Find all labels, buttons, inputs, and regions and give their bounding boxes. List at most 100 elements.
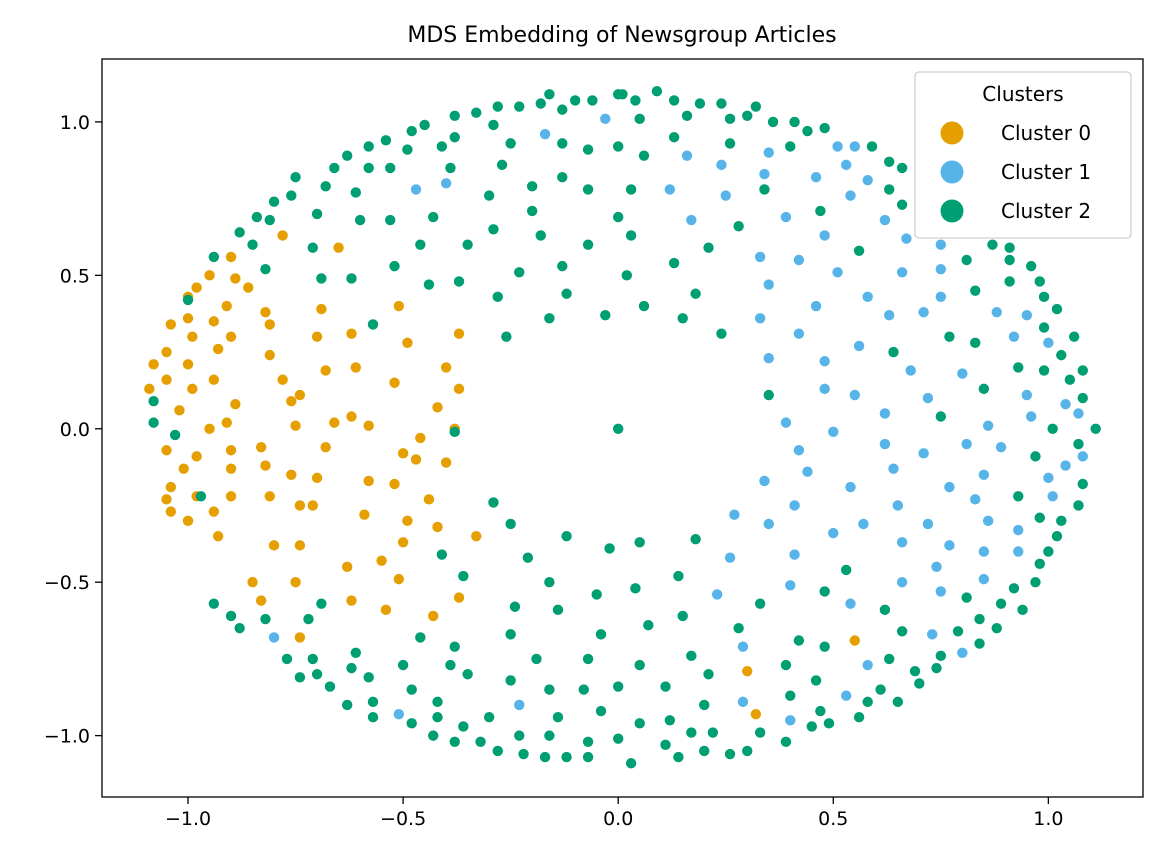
point-cluster-0 — [230, 273, 241, 284]
y-tick-label: 0.5 — [60, 265, 90, 287]
point-cluster-2 — [148, 417, 159, 428]
point-cluster-1 — [763, 147, 774, 158]
point-cluster-1 — [539, 128, 551, 140]
point-cluster-2 — [884, 184, 895, 195]
point-cluster-0 — [440, 457, 452, 468]
point-cluster-2 — [668, 132, 680, 143]
point-cluster-1 — [737, 696, 749, 708]
point-cluster-0 — [307, 500, 318, 511]
point-cluster-0 — [380, 604, 392, 616]
point-cluster-0 — [440, 362, 452, 373]
chart-title: MDS Embedding of Newsgroup Articles — [407, 23, 836, 48]
point-cluster-2 — [406, 125, 417, 137]
point-cluster-2 — [840, 564, 852, 576]
point-cluster-2 — [862, 696, 873, 708]
point-cluster-1 — [759, 168, 770, 180]
point-cluster-2 — [346, 273, 357, 284]
point-cluster-0 — [428, 610, 439, 622]
point-cluster-1 — [1008, 331, 1020, 342]
point-cluster-2 — [432, 712, 443, 723]
point-cluster-2 — [724, 138, 736, 149]
point-cluster-0 — [221, 417, 232, 428]
point-cluster-0 — [230, 399, 241, 410]
point-cluster-2 — [303, 613, 314, 625]
point-cluster-1 — [879, 408, 891, 419]
point-cluster-2 — [944, 331, 955, 342]
point-cluster-0 — [359, 509, 370, 520]
point-cluster-0 — [290, 576, 301, 588]
point-cluster-1 — [978, 469, 990, 480]
point-cluster-0 — [208, 374, 220, 385]
point-cluster-1 — [918, 306, 929, 318]
point-cluster-2 — [148, 395, 159, 407]
point-cluster-0 — [187, 331, 198, 342]
point-cluster-2 — [475, 736, 486, 747]
point-cluster-2 — [707, 727, 719, 738]
point-cluster-0 — [165, 319, 177, 330]
point-cluster-1 — [896, 576, 908, 588]
point-cluster-0 — [294, 389, 306, 401]
point-cluster-1 — [1060, 460, 1071, 471]
x-tick-label: −1.0 — [165, 808, 211, 830]
point-cluster-0 — [363, 475, 374, 487]
point-cluster-2 — [785, 690, 796, 701]
point-cluster-0 — [402, 337, 413, 349]
point-cluster-2 — [1073, 438, 1084, 450]
point-cluster-2 — [974, 638, 985, 649]
point-cluster-2 — [346, 662, 357, 674]
point-cluster-0 — [389, 478, 400, 490]
point-cluster-1 — [840, 159, 852, 171]
point-cluster-2 — [673, 570, 684, 582]
point-cluster-2 — [634, 659, 645, 671]
point-cluster-2 — [668, 257, 680, 269]
point-cluster-1 — [785, 715, 796, 726]
point-cluster-2 — [453, 276, 465, 287]
legend-label: Cluster 0 — [1001, 121, 1091, 145]
point-cluster-2 — [595, 629, 607, 640]
point-cluster-2 — [458, 721, 469, 732]
point-cluster-2 — [294, 672, 306, 683]
point-cluster-1 — [931, 561, 942, 573]
legend-box — [914, 71, 1132, 239]
point-cluster-1 — [810, 300, 822, 312]
point-cluster-2 — [643, 619, 654, 631]
point-cluster-0 — [161, 445, 172, 456]
point-cluster-2 — [509, 601, 521, 612]
point-cluster-2 — [307, 242, 318, 253]
point-cluster-2 — [875, 684, 886, 695]
point-cluster-2 — [690, 534, 701, 545]
point-cluster-2 — [544, 89, 555, 100]
point-cluster-2 — [260, 613, 271, 625]
point-cluster-0 — [268, 540, 280, 551]
point-cluster-2 — [397, 659, 409, 671]
point-cluster-1 — [828, 426, 839, 438]
point-cluster-2 — [449, 426, 460, 438]
point-cluster-0 — [376, 555, 387, 566]
point-cluster-2 — [896, 626, 908, 637]
point-cluster-0 — [221, 300, 232, 312]
point-cluster-2 — [677, 610, 688, 622]
point-cluster-2 — [763, 389, 774, 401]
point-cluster-2 — [225, 610, 237, 622]
point-cluster-2 — [595, 705, 607, 717]
point-cluster-1 — [905, 365, 916, 376]
point-cluster-2 — [367, 712, 379, 723]
point-cluster-0 — [402, 515, 413, 527]
point-cluster-2 — [1004, 254, 1015, 266]
point-cluster-2 — [600, 310, 611, 321]
point-cluster-2 — [488, 497, 499, 508]
point-cluster-2 — [1056, 349, 1067, 361]
point-cluster-1 — [711, 589, 723, 600]
point-cluster-2 — [819, 641, 830, 652]
point-cluster-2 — [819, 122, 830, 134]
point-cluster-2 — [505, 518, 516, 530]
point-cluster-1 — [892, 500, 904, 511]
legend-marker-cluster-1 — [940, 160, 964, 184]
point-cluster-0 — [294, 540, 306, 551]
point-cluster-1 — [957, 647, 968, 658]
point-cluster-2 — [1025, 260, 1037, 272]
point-cluster-0 — [174, 405, 185, 416]
point-cluster-2 — [1008, 583, 1020, 594]
point-cluster-2 — [742, 110, 753, 121]
